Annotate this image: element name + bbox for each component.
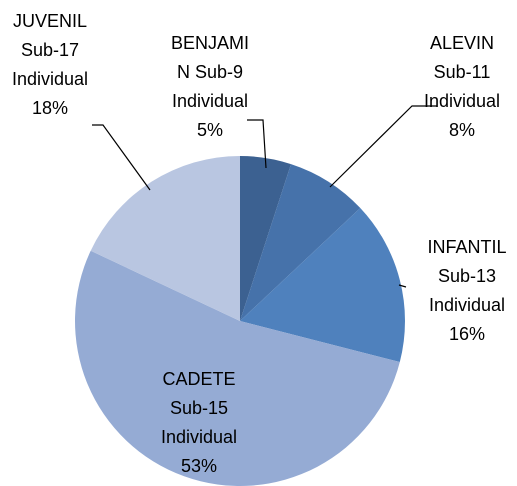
pie-slice [240, 156, 291, 321]
slice-label: Individual [429, 295, 505, 315]
value-label: 18% [32, 98, 68, 118]
slice-label: CADETE [162, 369, 235, 389]
leader-line [329, 105, 437, 188]
slice-label: Individual [12, 69, 88, 89]
value-label: 53% [181, 456, 217, 476]
labels: BENJAMI N Sub-9 Individual 5% ALEVIN Sub-11 In… [12, 11, 507, 476]
leader-line [92, 124, 151, 191]
pie-slice [240, 164, 361, 321]
pie-slice [90, 156, 240, 321]
slice-label: JUVENIL [13, 11, 87, 31]
pie-slice [75, 250, 400, 486]
slice-label: INFANTIL [427, 237, 506, 257]
slice-label: Sub-15 [170, 398, 228, 418]
pie-slice [240, 208, 405, 363]
slice-label: Sub-11 [434, 62, 491, 82]
value-label: 5% [197, 120, 223, 140]
slice-label: Individual [161, 427, 237, 447]
value-label: 16% [449, 324, 485, 344]
slices [75, 156, 405, 486]
slice-label: Sub-17 [21, 40, 79, 60]
slice-label: N Sub-9 [177, 62, 243, 82]
slice-label: Individual [172, 91, 248, 111]
slice-label: Individual [424, 91, 500, 111]
value-label: 8% [449, 120, 475, 140]
leader-line [247, 119, 267, 169]
slice-label: BENJAMI [171, 33, 249, 53]
slice-label: ALEVIN [430, 33, 494, 53]
slice-label: Sub-13 [438, 266, 496, 286]
leader-line [398, 284, 407, 288]
